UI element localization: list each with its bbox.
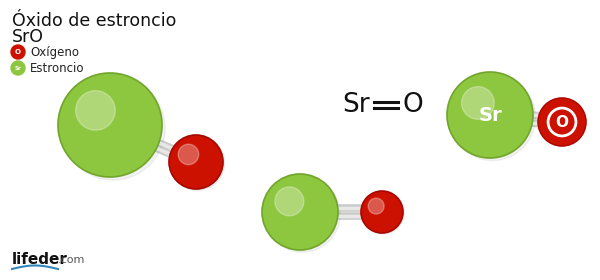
Text: Óxido de estroncio: Óxido de estroncio [12,12,176,30]
Circle shape [449,74,536,161]
Circle shape [447,72,533,158]
Circle shape [362,192,404,234]
Circle shape [461,87,494,119]
Circle shape [262,174,338,250]
Circle shape [76,91,115,130]
Circle shape [11,45,25,59]
Text: O: O [15,49,21,55]
Circle shape [61,76,165,180]
Text: Sr: Sr [343,92,370,118]
Text: lifeder: lifeder [12,253,68,267]
Circle shape [361,191,403,233]
Text: Estroncio: Estroncio [30,62,85,74]
Circle shape [178,144,199,165]
Circle shape [368,198,384,214]
Circle shape [264,176,340,252]
Text: Sr: Sr [14,66,22,71]
Circle shape [11,61,25,75]
Circle shape [170,137,224,191]
Circle shape [58,73,162,177]
Circle shape [169,135,223,189]
Text: O: O [402,92,423,118]
Text: Sr: Sr [478,106,502,125]
Text: O: O [556,115,569,130]
Text: SrO: SrO [12,28,44,46]
Circle shape [275,187,304,216]
Circle shape [538,98,586,146]
Text: .com: .com [58,255,85,265]
Text: Oxígeno: Oxígeno [30,46,79,59]
